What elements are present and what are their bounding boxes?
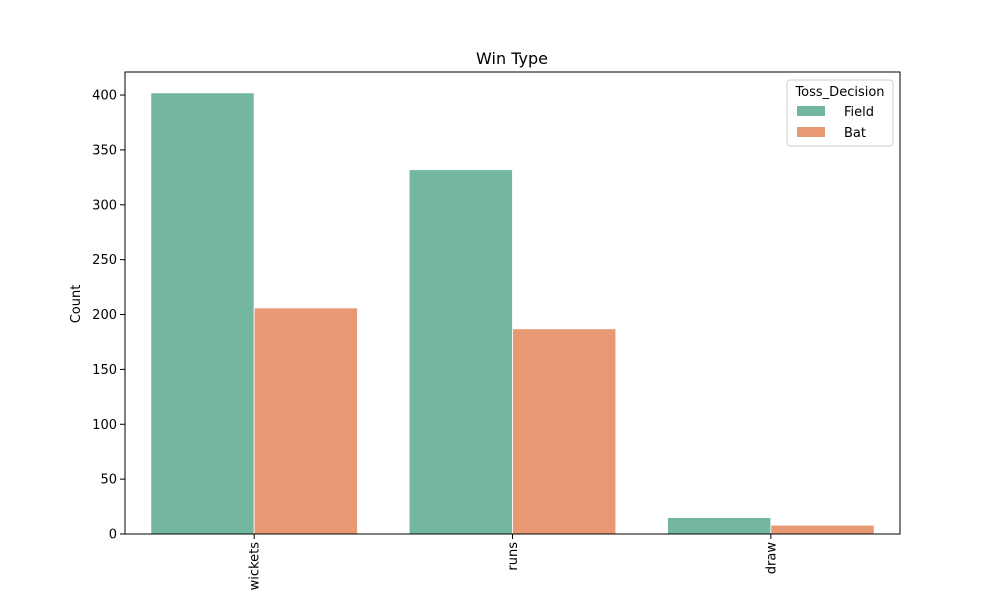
- y-axis: 0 50 100 150 200 250 300 350 400: [92, 89, 125, 543]
- bar-draw-bat: [770, 524, 875, 535]
- x-tick-label-wickets: wickets: [248, 542, 263, 591]
- y-tick-label: 100: [92, 418, 117, 433]
- x-tick-label-draw: draw: [764, 542, 779, 575]
- plot-frame: [124, 71, 901, 535]
- bar-runs-field: [408, 169, 513, 535]
- legend-label-field: Field: [844, 105, 874, 120]
- legend-items: Field Bat: [797, 105, 874, 141]
- y-tick-label: 250: [92, 253, 117, 268]
- x-tick-label-runs: runs: [506, 542, 521, 571]
- legend-swatch-field: [797, 106, 825, 116]
- legend-label-bat: Bat: [844, 126, 866, 141]
- y-tick-label: 350: [92, 143, 117, 158]
- bar-runs-bat: [512, 328, 617, 535]
- y-tick-label: 50: [100, 473, 117, 488]
- legend: Toss_Decision Field Bat: [786, 79, 894, 147]
- legend-title: Toss_Decision: [794, 85, 884, 100]
- bars-group: [150, 92, 875, 535]
- y-tick-label: 200: [92, 308, 117, 323]
- y-tick-label: 400: [92, 89, 117, 104]
- legend-swatch-bat: [797, 127, 825, 137]
- y-tick-label: 150: [92, 363, 117, 378]
- y-tick-label: 0: [109, 528, 117, 543]
- chart-title: Win Type: [476, 49, 548, 68]
- x-axis: wickets runs draw: [248, 534, 779, 591]
- y-tick-label: 300: [92, 198, 117, 213]
- bar-wickets-field: [150, 92, 255, 535]
- bar-wickets-bat: [253, 307, 358, 535]
- y-axis-label: Count: [69, 285, 84, 324]
- bar-draw-field: [667, 517, 772, 535]
